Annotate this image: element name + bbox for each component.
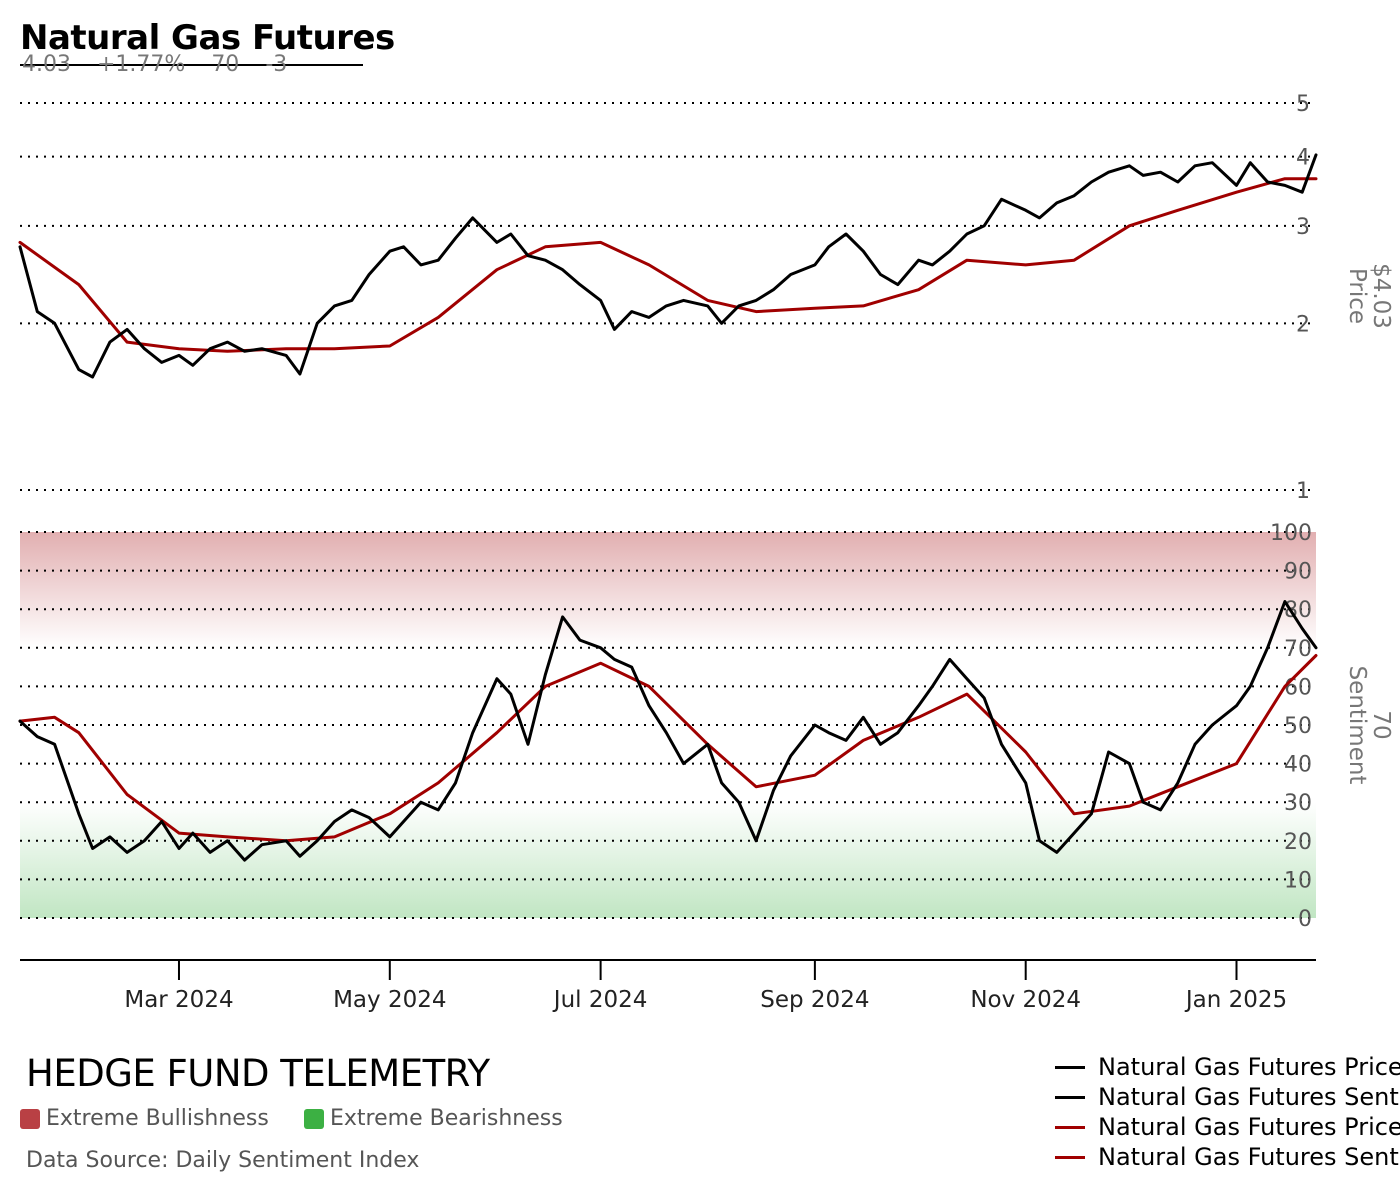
- x-tick-label: May 2024: [333, 987, 446, 1013]
- brand-label: HEDGE FUND TELEMETRY: [26, 1052, 490, 1095]
- price-axis-title: Price$4.03: [1344, 263, 1394, 329]
- sentiment-tick-label: 50: [1284, 714, 1312, 739]
- sentiment-tick-label: 80: [1284, 598, 1312, 623]
- sentiment-tick-label: 20: [1284, 830, 1312, 855]
- zone-key-bullish: Extreme Bullishness: [20, 1106, 269, 1131]
- x-tick-label: Nov 2024: [970, 987, 1081, 1013]
- stat-sentiment: 70: [211, 52, 240, 77]
- x-tick-label: Jul 2024: [552, 987, 648, 1013]
- legend-item[interactable]: Natural Gas Futures Sentiment: [1055, 1082, 1400, 1112]
- zone-key-bearish: Extreme Bearishness: [304, 1106, 563, 1131]
- legend-label: Natural Gas Futures Price SMA: [1098, 1113, 1400, 1141]
- extreme-bearish-zone: [20, 802, 1316, 918]
- title-underline: [20, 64, 363, 66]
- sentiment-tick-label: 40: [1284, 753, 1312, 778]
- chart-title: Natural Gas Futures: [20, 18, 395, 58]
- bearish-swatch: [304, 1108, 324, 1129]
- chart-canvas: 123450102030405060708090100Price$4.03Sen…: [18, 92, 1394, 1013]
- sentiment-tick-label: 30: [1284, 791, 1312, 816]
- legend-line: [1055, 1125, 1085, 1129]
- stat-price: 4.03: [22, 52, 71, 77]
- x-tick-label: Sep 2024: [760, 987, 869, 1013]
- price-tick-label: 3: [1296, 215, 1310, 240]
- data-source: Data Source: Daily Sentiment Index: [26, 1148, 420, 1173]
- x-tick-label: Jan 2025: [1184, 987, 1287, 1013]
- sentiment-tick-label: 70: [1284, 637, 1312, 662]
- sentiment-axis-title-line: 70: [1368, 710, 1394, 739]
- stat-change-pct: +1.77%: [96, 52, 186, 77]
- sentiment-tick-label: 100: [1270, 521, 1312, 546]
- price-tick-label: 5: [1296, 92, 1310, 117]
- price-tick-label: 1: [1296, 479, 1310, 504]
- sentiment-line: [18, 600, 1318, 862]
- stats-bar: 4.03 +1.77% 70 -3: [22, 52, 313, 77]
- price-axis-title-line: Price: [1344, 268, 1370, 324]
- price-tick-label: 2: [1296, 312, 1310, 337]
- legend-label: Natural Gas Futures Sentiment SMA: [1098, 1143, 1400, 1171]
- legend-line: [1055, 1065, 1085, 1069]
- price-line: [18, 153, 1318, 379]
- stat-sentiment-change: -3: [265, 52, 288, 77]
- price-sma-line: [18, 177, 1318, 353]
- extreme-bullish-zone: [20, 532, 1316, 648]
- legend-label: Natural Gas Futures Price: [1098, 1053, 1400, 1081]
- sentiment-tick-label: 90: [1284, 560, 1312, 585]
- bullish-label: Extreme Bullishness: [46, 1106, 269, 1131]
- legend-line: [1055, 1155, 1085, 1159]
- bullish-swatch: [20, 1108, 40, 1129]
- legend-line: [1055, 1095, 1085, 1099]
- legend: Natural Gas Futures Price Natural Gas Fu…: [1055, 1052, 1400, 1172]
- x-tick-label: Mar 2024: [124, 987, 233, 1013]
- sentiment-axis-title-line: Sentiment: [1344, 666, 1370, 785]
- price-tick-label: 4: [1296, 146, 1310, 171]
- sentiment-tick-label: 0: [1298, 907, 1312, 932]
- legend-item[interactable]: Natural Gas Futures Sentiment SMA: [1055, 1142, 1400, 1172]
- legend-item[interactable]: Natural Gas Futures Price: [1055, 1052, 1400, 1082]
- legend-label: Natural Gas Futures Sentiment: [1098, 1083, 1400, 1111]
- legend-item[interactable]: Natural Gas Futures Price SMA: [1055, 1112, 1400, 1142]
- bearish-label: Extreme Bearishness: [330, 1106, 563, 1131]
- price-axis-title-line: $4.03: [1368, 263, 1394, 329]
- sentiment-tick-label: 10: [1284, 868, 1312, 893]
- sentiment-tick-label: 60: [1284, 675, 1312, 700]
